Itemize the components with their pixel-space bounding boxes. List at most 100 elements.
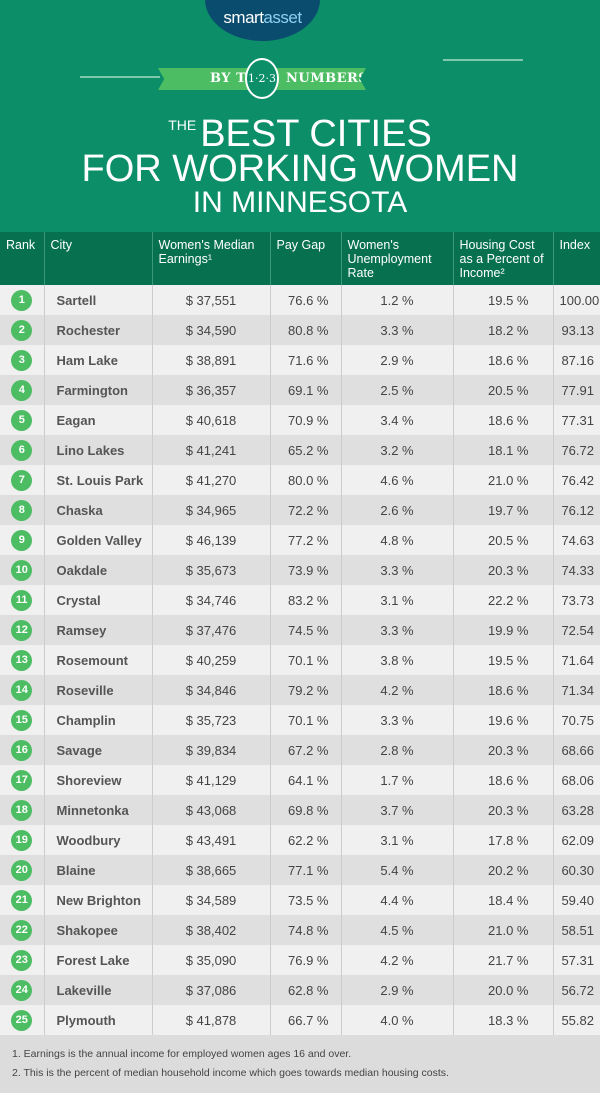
cell-unemployment: 3.3 % (340, 315, 453, 345)
cell-rank: 10 (0, 555, 44, 585)
column-header-index: Index (552, 232, 600, 285)
cell-city: Eagan (43, 405, 152, 435)
cell-earnings: $ 38,402 (151, 915, 270, 945)
cell-index: 77.31 (552, 405, 600, 435)
cell-housing-cost: 19.6 % (452, 705, 553, 735)
cell-pay-gap: 76.9 % (269, 945, 341, 975)
cell-index: 68.06 (552, 765, 600, 795)
cell-city: Champlin (43, 705, 152, 735)
cell-housing-cost: 20.3 % (452, 555, 553, 585)
cell-housing-cost: 19.7 % (452, 495, 553, 525)
cell-city: Chaska (43, 495, 152, 525)
cell-earnings: $ 35,723 (151, 705, 270, 735)
cell-rank: 13 (0, 645, 44, 675)
cell-rank: 25 (0, 1005, 44, 1035)
table-row: 13 Rosemount $ 40,259 70.1 % 3.8 % 19.5 % 71.6… (0, 645, 600, 675)
cell-index: 74.63 (552, 525, 600, 555)
cell-city: Minnetonka (43, 795, 152, 825)
cell-unemployment: 3.3 % (340, 555, 453, 585)
cell-rank: 4 (0, 375, 44, 405)
cell-unemployment: 1.2 % (340, 285, 453, 315)
cell-housing-cost: 18.6 % (452, 345, 553, 375)
cell-index: 56.72 (552, 975, 600, 1005)
cell-housing-cost: 20.3 % (452, 795, 553, 825)
cell-index: 87.16 (552, 345, 600, 375)
cell-pay-gap: 70.1 % (269, 645, 341, 675)
cell-unemployment: 3.3 % (340, 615, 453, 645)
table-row: 9 Golden Valley $ 46,139 77.2 % 4.8 % 20.5 % 7… (0, 525, 600, 555)
cell-housing-cost: 21.0 % (452, 915, 553, 945)
rank-badge: 5 (11, 409, 33, 431)
cell-index: 71.34 (552, 675, 600, 705)
decorative-line (80, 76, 160, 78)
numbers-badge: 1·2·3 (245, 58, 279, 99)
cell-earnings: $ 41,241 (151, 435, 270, 465)
cell-unemployment: 5.4 % (340, 855, 453, 885)
cell-earnings: $ 43,491 (151, 825, 270, 855)
cell-city: Blaine (43, 855, 152, 885)
cell-housing-cost: 21.7 % (452, 945, 553, 975)
cell-unemployment: 4.2 % (340, 675, 453, 705)
cell-pay-gap: 66.7 % (269, 1005, 341, 1035)
column-header-unemployment: Women's Unemployment Rate (340, 232, 453, 285)
cell-rank: 19 (0, 825, 44, 855)
column-header-earnings: Women's Median Earnings¹ (151, 232, 270, 285)
rank-badge: 1 (11, 289, 33, 311)
cell-earnings: $ 34,589 (151, 885, 270, 915)
cell-index: 70.75 (552, 705, 600, 735)
cell-index: 59.40 (552, 885, 600, 915)
cell-housing-cost: 18.1 % (452, 435, 553, 465)
table-row: 12 Ramsey $ 37,476 74.5 % 3.3 % 19.9 % 72.54 (0, 615, 600, 645)
table-row: 18 Minnetonka $ 43,068 69.8 % 3.7 % 20.3 % 63.… (0, 795, 600, 825)
cell-city: Sartell (43, 285, 152, 315)
cell-index: 55.82 (552, 1005, 600, 1035)
title-the: THE (168, 117, 197, 133)
cell-index: 74.33 (552, 555, 600, 585)
table-row: 8 Chaska $ 34,965 72.2 % 2.6 % 19.7 % 76.12 (0, 495, 600, 525)
cell-earnings: $ 38,891 (151, 345, 270, 375)
cell-housing-cost: 22.2 % (452, 585, 553, 615)
rank-badge: 6 (11, 439, 33, 461)
cell-earnings: $ 41,129 (151, 765, 270, 795)
cell-city: Plymouth (43, 1005, 152, 1035)
cell-unemployment: 1.7 % (340, 765, 453, 795)
cell-city: Lino Lakes (43, 435, 152, 465)
table-row: 4 Farmington $ 36,357 69.1 % 2.5 % 20.5 % 77.9… (0, 375, 600, 405)
cell-pay-gap: 62.2 % (269, 825, 341, 855)
title-text: BEST CITIES (200, 113, 432, 155)
cell-earnings: $ 37,086 (151, 975, 270, 1005)
cell-pay-gap: 67.2 % (269, 735, 341, 765)
cell-unemployment: 2.6 % (340, 495, 453, 525)
cell-housing-cost: 21.0 % (452, 465, 553, 495)
cell-rank: 2 (0, 315, 44, 345)
rank-badge: 16 (11, 739, 33, 761)
cell-pay-gap: 69.1 % (269, 375, 341, 405)
cell-index: 72.54 (552, 615, 600, 645)
cell-housing-cost: 19.9 % (452, 615, 553, 645)
smartasset-logo[interactable]: smartasset (205, 0, 320, 41)
cell-unemployment: 3.7 % (340, 795, 453, 825)
cell-pay-gap: 73.5 % (269, 885, 341, 915)
table-row: 15 Champlin $ 35,723 70.1 % 3.3 % 19.6 % 70.75 (0, 705, 600, 735)
cell-city: New Brighton (43, 885, 152, 915)
cell-rank: 8 (0, 495, 44, 525)
table-header-row: Rank City Women's Median Earnings¹ Pay Gap W… (0, 232, 600, 285)
cell-unemployment: 3.1 % (340, 825, 453, 855)
cell-housing-cost: 18.6 % (452, 765, 553, 795)
cell-city: Woodbury (43, 825, 152, 855)
cell-city: Rochester (43, 315, 152, 345)
rank-badge: 17 (11, 769, 33, 791)
footnote-2: 2. This is the percent of median househo… (12, 1067, 449, 1079)
rank-badge: 18 (11, 799, 33, 821)
ribbon-right-text: NUMBERS (286, 71, 369, 86)
cell-earnings: $ 40,618 (151, 405, 270, 435)
table-row: 16 Savage $ 39,834 67.2 % 2.8 % 20.3 % 68.66 (0, 735, 600, 765)
cell-housing-cost: 20.2 % (452, 855, 553, 885)
page-title-line3: IN MINNESOTA (192, 186, 408, 219)
cell-rank: 7 (0, 465, 44, 495)
cell-rank: 24 (0, 975, 44, 1005)
cell-housing-cost: 19.5 % (452, 645, 553, 675)
cell-rank: 17 (0, 765, 44, 795)
logo-text-smart: smart (223, 8, 264, 27)
table-row: 3 Ham Lake $ 38,891 71.6 % 2.9 % 18.6 % 87.16 (0, 345, 600, 375)
